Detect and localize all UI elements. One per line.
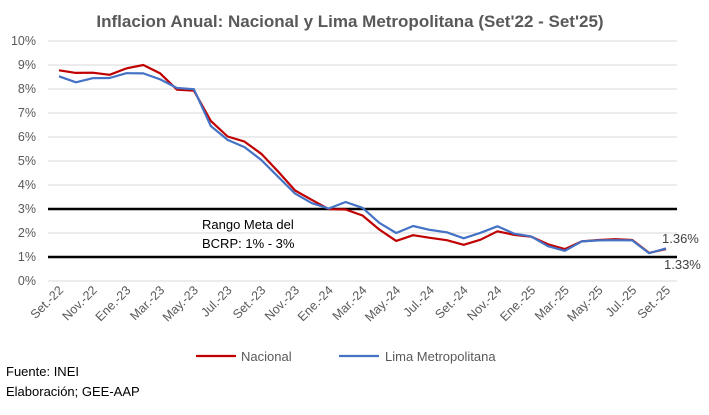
series-line-nacional [58,63,667,254]
y-tick-label: 8% [18,82,36,96]
y-tick-label: 2% [18,226,36,240]
x-axis-ticks: Set.-22Nov.-22Ene.-23Mar.-23May.-23Jul.-… [28,283,673,324]
legend-label-nacional: Nacional [241,349,292,364]
x-tick-label: Ene.-23 [93,283,134,324]
x-tick-label: Ene.-24 [295,283,336,324]
legend-label-lima: Lima Metropolitana [385,349,496,364]
x-tick-label: May.-24 [362,283,403,324]
y-tick-label: 4% [18,178,36,192]
series-line-lima [58,72,667,255]
x-tick-label: Nov.-23 [262,283,302,323]
x-tick-label: Set.-23 [230,283,268,321]
band-label-line2: BCRP: 1% - 3% [202,236,295,251]
y-tick-label: 9% [18,58,36,72]
x-tick-label: Set.-24 [432,283,470,321]
y-tick-label: 5% [18,154,36,168]
x-tick-label: Jul.-25 [603,283,639,319]
x-tick-label: Jul.-24 [401,283,437,319]
gridlines [48,40,677,282]
y-tick-label: 3% [18,202,36,216]
legend: Nacional Lima Metropolitana [196,349,496,364]
source-note: Fuente: INEI [6,364,79,379]
x-tick-label: Set.-25 [635,283,673,321]
x-tick-label: May.-23 [160,283,201,324]
end-label-nacional: 1.33% [664,257,701,272]
x-tick-label: Nov.-22 [60,283,100,323]
x-tick-label: Jul.-23 [198,283,234,319]
x-tick-label: Set.-22 [28,283,66,321]
y-tick-label: 10% [11,34,36,48]
series-lines [58,63,667,255]
x-tick-label: Nov.-24 [464,283,504,323]
x-tick-label: May.-25 [564,283,605,324]
y-tick-label: 1% [18,250,36,264]
band-label-line1: Rango Meta del [202,217,294,232]
y-tick-label: 6% [18,130,36,144]
x-tick-label: Ene.-25 [497,283,538,324]
elaboration-note: Elaboración; GEE-AAP [6,384,140,399]
y-tick-label: 7% [18,106,36,120]
y-tick-label: 0% [18,274,36,288]
chart-title: Inflacion Anual: Nacional y Lima Metropo… [96,12,603,31]
end-label-lima: 1.36% [662,231,699,246]
y-axis-ticks: 0% 1% 2% 3% 4% 5% 6% 7% 8% 9% 10% [11,34,36,288]
